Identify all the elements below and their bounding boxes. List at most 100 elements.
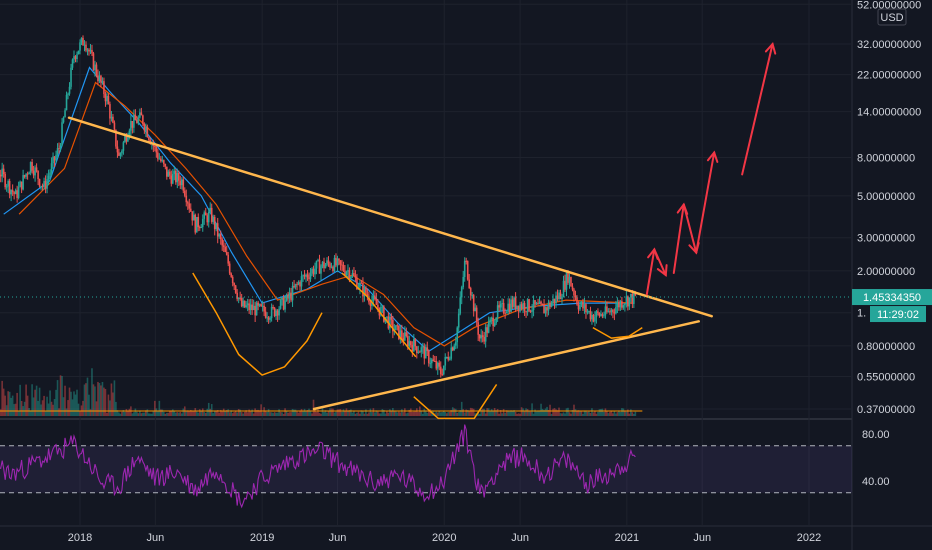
candle-body [255, 302, 258, 316]
volume-bar [88, 394, 90, 416]
volume-bar [484, 413, 487, 416]
volume-bar [585, 410, 587, 416]
candle-body [68, 86, 71, 94]
candle-body [198, 227, 201, 229]
volume-bar [260, 404, 262, 416]
candle-body [260, 304, 262, 307]
candle-body [56, 148, 59, 155]
time-tick-label: 2022 [797, 532, 821, 544]
candle-body [94, 64, 96, 71]
volume-bar [137, 413, 140, 416]
volume-bar [46, 396, 48, 416]
volume-bar [201, 408, 204, 416]
candle-body [224, 246, 227, 253]
candle-body [200, 227, 203, 229]
candle-body [293, 285, 295, 288]
candle-body [407, 336, 409, 347]
projection-arrow-segment[interactable] [672, 203, 685, 274]
fall-curve[interactable] [341, 272, 417, 358]
last-price-tag[interactable] [852, 289, 932, 306]
candle-body [62, 117, 65, 123]
volume-bar [427, 411, 430, 416]
candle-body [263, 305, 265, 312]
volume-bar [155, 408, 158, 416]
candle-body [176, 173, 179, 183]
projection-arrow-segment[interactable] [682, 203, 698, 254]
volume-bar [146, 409, 149, 416]
candle-body [306, 274, 309, 278]
candle-body [37, 170, 39, 180]
candle-body [50, 163, 53, 173]
volume-bar [34, 389, 36, 416]
cup-curve-left[interactable] [192, 272, 323, 376]
volume-bar [389, 409, 391, 416]
projection-arrow-segment[interactable] [741, 43, 774, 176]
projection-arrow-segment[interactable] [695, 151, 716, 254]
candle-body [549, 302, 551, 307]
candle-body [71, 59, 74, 68]
volume-bar [459, 410, 462, 416]
volume-bar [359, 413, 361, 416]
candle-body [116, 146, 119, 153]
candle-body [53, 156, 56, 161]
volume-bar [204, 412, 207, 416]
candle-body [321, 261, 324, 267]
candle-body [10, 189, 12, 195]
candle-body [177, 173, 180, 181]
candle-body [335, 257, 337, 266]
moving-average-line [18, 81, 634, 347]
candle-body [308, 277, 310, 280]
time-axis[interactable]: 2018 Jun 2019 Jun 2020 Jun 2021 Jun 2022 [68, 532, 821, 544]
volume-bar [198, 409, 201, 416]
volume-bar [489, 411, 491, 416]
candle-body [377, 304, 379, 308]
volume-bar [192, 411, 195, 416]
volume-bar [86, 377, 89, 416]
cup-curve-middle[interactable] [413, 383, 498, 420]
volume-bar [177, 412, 180, 416]
volume-bar [408, 409, 411, 416]
countdown-value: 11:29:02 [877, 309, 919, 321]
cup-curve-right[interactable] [592, 326, 643, 339]
volume-bar [315, 411, 318, 416]
candle-body [103, 81, 105, 95]
volume-bar [579, 411, 581, 416]
lower-trendline[interactable] [312, 320, 700, 411]
upper-trendline[interactable] [67, 116, 713, 318]
price-axis[interactable]: 52.00000000 32.00000000 22.00000000 14.0000… [857, 0, 921, 416]
candle-body [574, 295, 577, 298]
volume-bar [371, 412, 373, 416]
candle-body [609, 311, 611, 313]
volume-bar [393, 411, 396, 416]
volume-bar [372, 408, 375, 416]
volume-bar [306, 410, 309, 416]
volume-bar [243, 411, 246, 416]
currency-badge[interactable] [877, 8, 907, 26]
candle-body [101, 81, 104, 83]
candle-body [496, 305, 499, 318]
candle-body [249, 304, 252, 311]
volume-bar [390, 410, 393, 416]
volume-bar [121, 411, 123, 416]
volume-bar [74, 394, 77, 416]
volume-bar [426, 412, 429, 416]
price-tick-label: 52.00000000 [857, 0, 921, 11]
volume-bar [347, 410, 349, 416]
candle-body [110, 116, 113, 119]
projection-arrow-segment[interactable] [653, 248, 667, 277]
candle-body [282, 297, 285, 310]
volume-bar [365, 409, 367, 416]
candle-body [630, 293, 632, 298]
candle-body [142, 115, 144, 124]
volume-bar [386, 411, 388, 416]
candle-body [598, 312, 601, 316]
candle-body [204, 212, 207, 216]
volume-bar [398, 411, 400, 416]
candle-body [40, 185, 42, 187]
moving-average-line [3, 66, 634, 352]
candle-body [469, 288, 472, 296]
volume-bar [158, 400, 161, 416]
volume-bar [350, 409, 352, 416]
projection-arrow-segment[interactable] [645, 248, 656, 296]
volume-bar [619, 411, 622, 416]
